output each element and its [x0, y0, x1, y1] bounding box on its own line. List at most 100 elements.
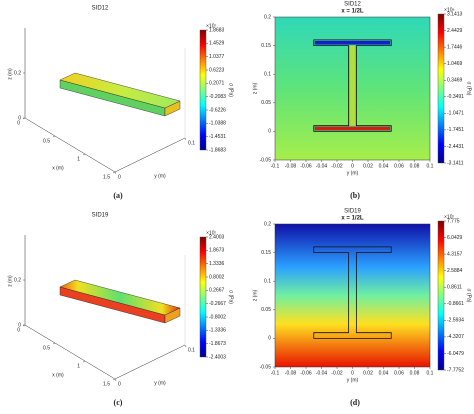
colorbar-tick-label: 7.775 — [447, 218, 460, 224]
colorbar-tick-label: -0.2667 — [209, 301, 226, 307]
colorbar-label: σ (Pa) — [228, 290, 234, 304]
x-tick-label: -0.02 — [331, 163, 343, 169]
y-tick — [184, 344, 187, 348]
x-tick-label: 0.04 — [379, 163, 389, 169]
colorbar-tick-label: 1.7446 — [447, 44, 463, 50]
bottom-flange — [314, 126, 391, 131]
y-axis-label: z (m) — [252, 82, 258, 94]
colorbar-tick-label: -0.3491 — [447, 94, 464, 100]
colorbar-tick-label: -0.8661 — [447, 301, 464, 307]
x-tick-label: 0 — [17, 120, 20, 126]
y-tick-label: 0 — [268, 336, 271, 342]
colorbar-tick-label: -0.2083 — [209, 94, 226, 100]
colorbar-tick-label: -3.1411 — [447, 160, 464, 166]
colorbar-tick-label: -2.4003 — [209, 354, 226, 360]
colorbar-tick-label: -7.7752 — [447, 367, 464, 373]
x-tick — [112, 378, 116, 381]
colorbar-exponent: ×10⁷ — [444, 214, 454, 220]
colorbar — [199, 236, 207, 358]
z-tick-label: 0.2 — [14, 277, 21, 283]
colorbar-label: σ (Pa) — [228, 83, 234, 97]
colorbar-tick-label: -1.4531 — [209, 134, 226, 140]
y-tick-label: 0.05 — [261, 307, 271, 313]
top-flange — [314, 40, 391, 45]
colorbar-tick-label: -0.8002 — [209, 314, 226, 320]
x-axis-label: x (m) — [52, 372, 64, 378]
colorbar-tick-label: -4.3207 — [447, 334, 464, 340]
x-tick-label: 1 — [77, 156, 80, 162]
colorbar-tick-label: -0.6226 — [209, 107, 226, 113]
colorbar-tick-label: 0.8002 — [209, 274, 225, 280]
panel-caption: (a) — [113, 191, 123, 200]
colorbar-exponent: ×10⁷ — [206, 230, 216, 236]
x-tick-label: -0.04 — [316, 370, 328, 376]
x-tick-label: 0.08 — [410, 163, 420, 169]
chart-title: SID12 — [92, 6, 109, 12]
colorbar-tick-label: 1.0377 — [209, 54, 225, 60]
x-tick-label: 0.02 — [363, 163, 373, 169]
y-tick-label: 0 — [118, 174, 121, 180]
x-tick-label: 0.02 — [363, 370, 373, 376]
x-tick-label: -0.1 — [271, 370, 280, 376]
colorbar-tick-label: 0.2667 — [209, 288, 225, 294]
colorbar-tick-label: 2.5884 — [447, 268, 463, 274]
x-tick-label: 0.04 — [379, 370, 389, 376]
x-tick — [112, 171, 116, 174]
y-tick-label: 0 — [118, 381, 121, 387]
z-axis-label: z (m) — [7, 68, 13, 80]
web — [349, 45, 356, 126]
colorbar-exponent: ×10⁷ — [206, 23, 216, 29]
z-tick-label: 0 — [18, 115, 21, 121]
x-tick-label: -0.08 — [285, 163, 297, 169]
x-tick-label: -0.1 — [271, 163, 280, 169]
colorbar-tick-label: 0.8611 — [447, 285, 462, 291]
colorbar-exponent: ×10⁶ — [444, 7, 455, 13]
x-tick-label: -0.04 — [316, 163, 328, 169]
y-tick-label: 0 — [268, 129, 271, 135]
colorbar-tick-label: -1.8673 — [209, 341, 226, 347]
y-tick-label: 0.15 — [261, 43, 271, 49]
y-tick-label: -0.05 — [260, 364, 272, 370]
y-tick-label: 0.2 — [264, 221, 271, 227]
x-tick-label: -0.06 — [300, 163, 312, 169]
x-tick-label: 0.06 — [394, 370, 404, 376]
x-tick-label: -0.02 — [331, 370, 343, 376]
x-tick-label: 0.1 — [427, 163, 434, 169]
x-tick-label: 0 — [17, 327, 20, 333]
colorbar-tick-label: 1.4529 — [209, 41, 225, 47]
y-tick-label: 0.1 — [188, 140, 195, 146]
colorbar-tick-label: 4.3157 — [447, 251, 463, 257]
x-tick — [82, 153, 86, 156]
y-tick-label: 0.05 — [261, 100, 271, 106]
y-tick-label: 0.1 — [188, 347, 195, 353]
y-axis-label: z (m) — [252, 289, 258, 301]
x-tick-label: 0.5 — [43, 345, 50, 351]
axis-line — [114, 137, 186, 173]
x-tick — [52, 342, 56, 345]
colorbar-tick-label: 1.8673 — [209, 248, 225, 254]
x-tick-label: 0.1 — [427, 370, 434, 376]
x-axis-label: y (m) — [347, 170, 359, 176]
x-tick-label: 0 — [351, 370, 354, 376]
colorbar-tick-label: 1.0469 — [447, 61, 463, 67]
colorbar-tick-label: 3.1413 — [447, 11, 463, 17]
chart-title: SID19 — [92, 213, 109, 219]
y-tick-label: -0.05 — [260, 157, 272, 163]
y-tick — [114, 378, 117, 382]
colorbar-tick-label: -1.3336 — [209, 328, 226, 334]
colorbar-tick-label: 2.4429 — [447, 28, 463, 34]
colorbar — [199, 29, 207, 151]
chart-subtitle: x = 1/2L — [341, 9, 364, 15]
x-tick-label: 0.5 — [43, 138, 50, 144]
panel-caption: (b) — [350, 191, 360, 200]
colorbar — [437, 13, 445, 164]
field — [274, 223, 431, 368]
colorbar-tick-label: 6.0429 — [447, 235, 463, 241]
colorbar-tick-label: -1.8683 — [209, 147, 226, 153]
y-axis-label: y (m) — [154, 173, 166, 179]
z-tick-label: 0.2 — [14, 70, 21, 76]
colorbar-tick-label: -1.7451 — [447, 127, 464, 133]
section-outline — [313, 246, 392, 339]
chart-subtitle: x = 1/2L — [341, 216, 364, 222]
y-tick — [114, 171, 117, 175]
